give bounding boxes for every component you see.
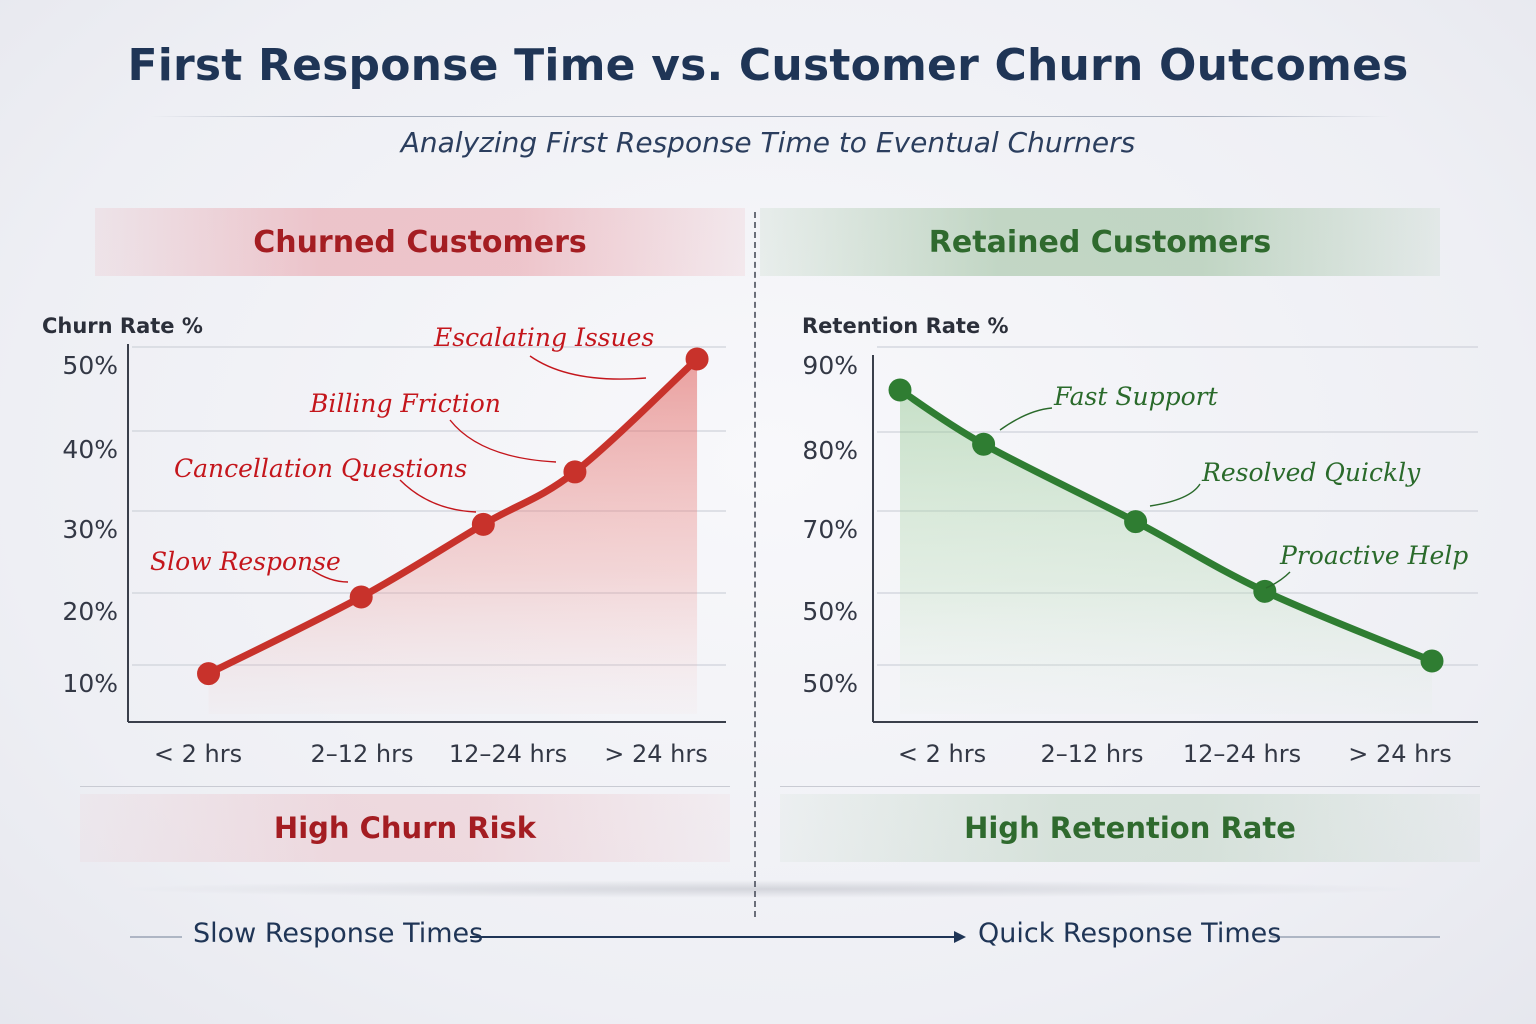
churn-footer-rule [80, 786, 730, 787]
churn-annotation: Cancellation Questions [174, 454, 467, 483]
retention-y-tick: 90% [802, 351, 858, 380]
retention-annotation-leader [999, 407, 1053, 431]
retention-footer-label: High Retention Rate [780, 794, 1480, 862]
churn-x-tick: 2–12 hrs [310, 740, 413, 768]
churn-annotation-leader [311, 569, 349, 583]
churn-point [471, 512, 495, 536]
churn-y-tick: 40% [62, 435, 118, 464]
retention-x-tick: 12–24 hrs [1183, 740, 1301, 768]
churn-y-tick: 20% [62, 597, 118, 626]
retention-point [1420, 649, 1444, 673]
retention-y-axis-title: Retention Rate % [802, 314, 1009, 338]
retention-point [972, 432, 996, 456]
retention-x-tick: 2–12 hrs [1040, 740, 1143, 768]
churn-point [349, 585, 373, 609]
churn-annotation: Billing Friction [309, 389, 501, 418]
churn-point [685, 347, 709, 371]
churn-annotation-leader [529, 355, 647, 380]
retention-annotation: Resolved Quickly [1201, 458, 1421, 487]
churn-y-axis-title: Churn Rate % [42, 314, 203, 338]
retention-y-tick: 50% [802, 669, 858, 698]
retention-point [888, 378, 912, 402]
flow-arrow-head [954, 931, 966, 943]
retention-footer-rule [780, 786, 1480, 787]
churn-y-tick: 30% [62, 515, 118, 544]
chart-subtitle: Analyzing First Response Time to Eventua… [400, 126, 1136, 159]
retention-annotation-leader [1265, 571, 1291, 589]
retention-x-tick: > 24 hrs [1348, 740, 1452, 768]
churn-annotation: Slow Response [150, 547, 341, 576]
title-rule [150, 116, 1390, 117]
churn-annotation: Escalating Issues [433, 323, 654, 352]
churn-y-tick: 50% [62, 351, 118, 380]
retention-x-tick: < 2 hrs [898, 740, 986, 768]
retention-y-tick: 70% [802, 515, 858, 544]
chart-title: First Response Time vs. Customer Churn O… [127, 40, 1409, 91]
flow-right-label: Quick Response Times [978, 918, 1282, 949]
retention-y-tick: 80% [802, 436, 858, 465]
churn-x-tick: > 24 hrs [604, 740, 708, 768]
churn-x-tick: < 2 hrs [154, 740, 242, 768]
retention-chart: 90% 80% 70% 50% 50% Retention Rate % < 2 hrs 2–… [802, 314, 1478, 768]
footer-shadow [110, 880, 1430, 898]
panel-divider [754, 212, 756, 917]
churn-chart: 50% 40% 30% 20% 10% Churn Rate % < 2 hrs 2–12 h… [42, 314, 726, 768]
retained-panel-header: Retained Customers [760, 208, 1440, 276]
retention-annotation-leader [1149, 483, 1201, 507]
retention-annotation: Fast Support [1053, 382, 1219, 411]
churn-footer-label: High Churn Risk [80, 794, 730, 862]
retention-point [1124, 510, 1148, 534]
flow-left-label: Slow Response Times [193, 918, 484, 949]
retention-annotation: Proactive Help [1279, 541, 1468, 570]
retention-y-tick: 50% [802, 597, 858, 626]
churn-point [197, 662, 221, 686]
churn-y-tick: 10% [62, 669, 118, 698]
churn-x-tick: 12–24 hrs [449, 740, 567, 768]
churned-panel-header: Churned Customers [95, 208, 745, 276]
churn-point [563, 460, 587, 484]
churn-annotation-leader [449, 419, 557, 463]
churn-annotation-leader [399, 479, 477, 513]
churn-area [208, 359, 698, 714]
